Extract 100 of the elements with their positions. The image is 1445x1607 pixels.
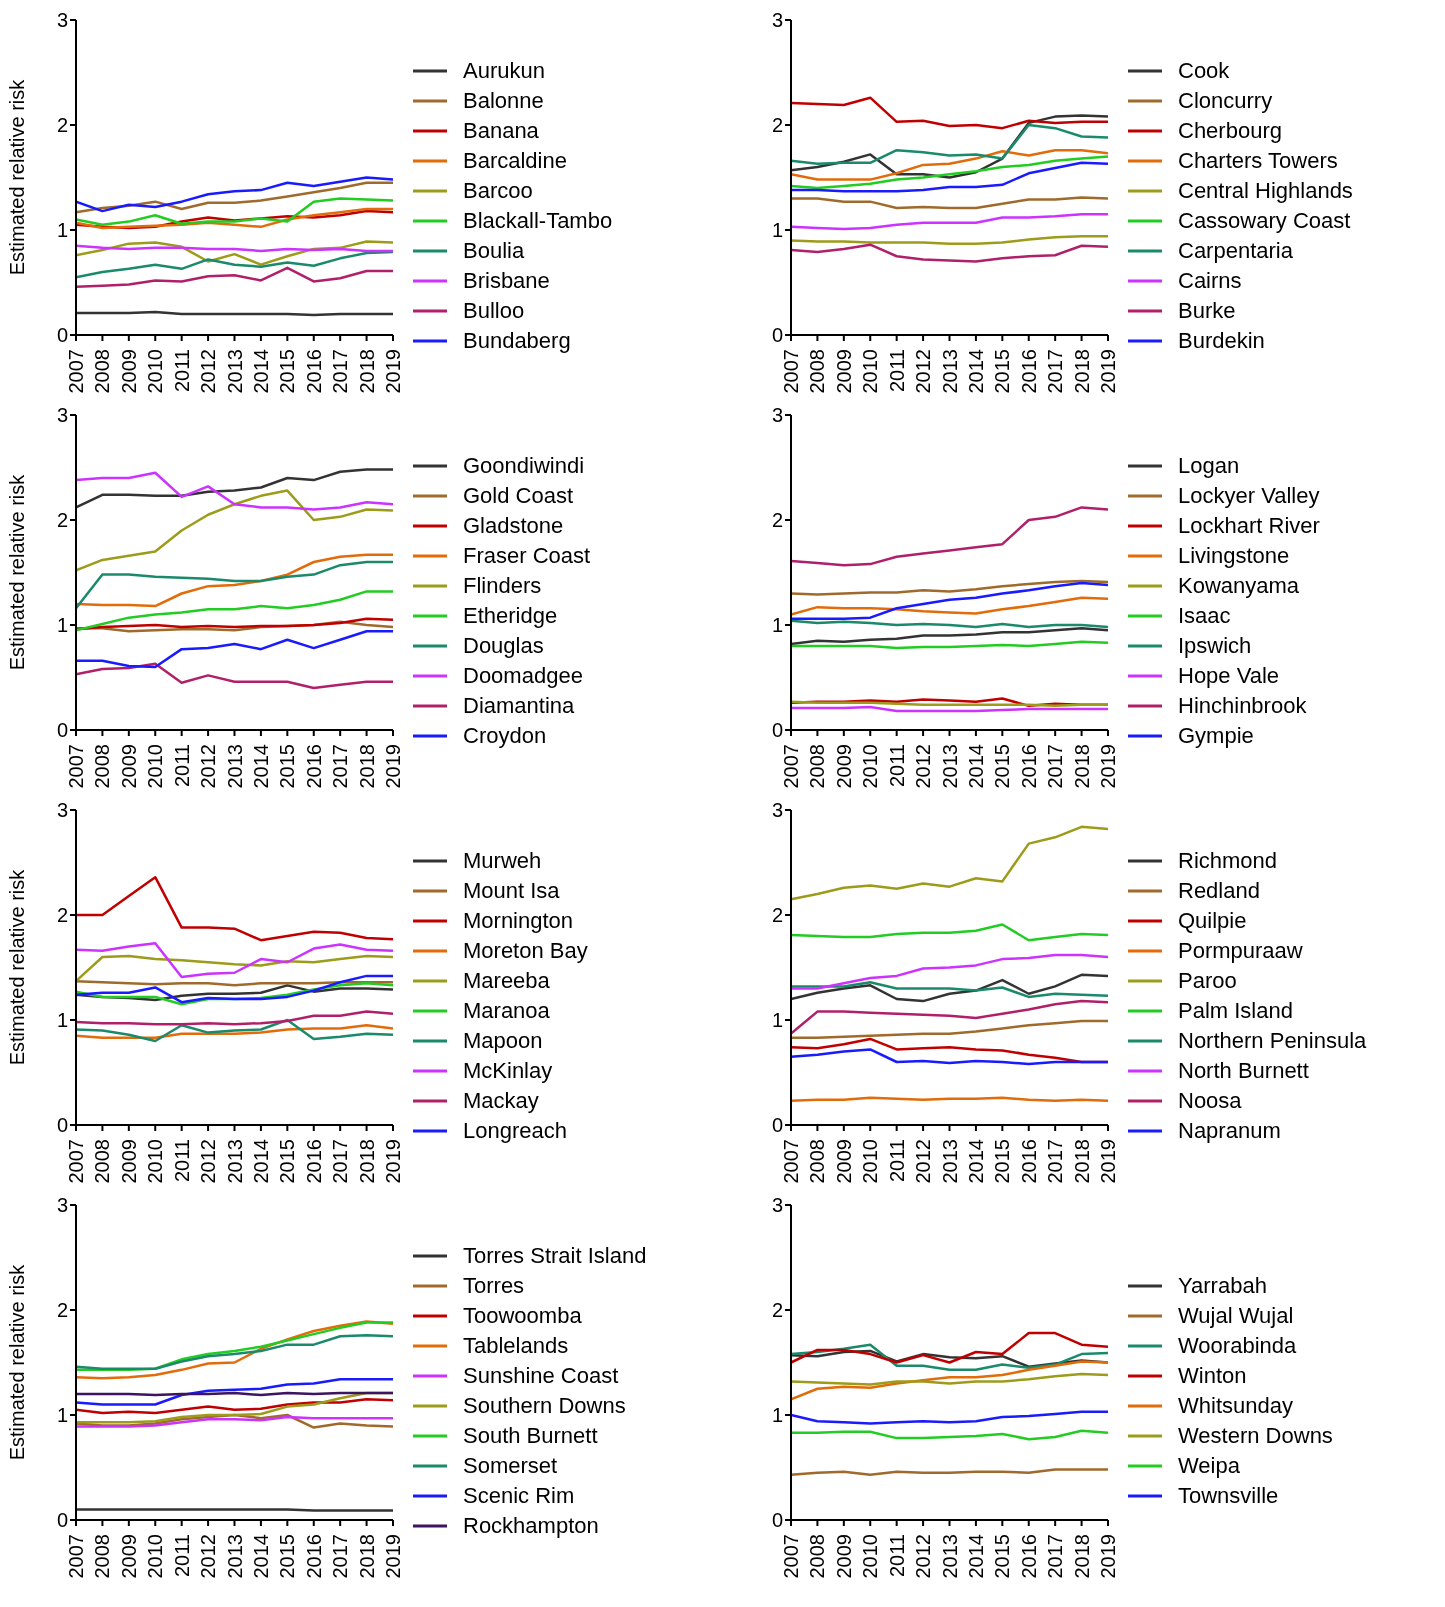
line-series	[791, 1019, 1108, 1040]
y-tick-label: 3	[56, 1194, 68, 1217]
legend-label: Hope Vale	[1178, 662, 1280, 689]
legend-label: Whitsunday	[1178, 1392, 1293, 1419]
x-tick-label: 2018	[355, 1534, 378, 1579]
legend-label: Yarrabah	[1178, 1272, 1267, 1299]
x-tick-label: 2014	[249, 744, 272, 789]
legend-label: Kowanyama	[1178, 572, 1300, 599]
y-tick-label: 2	[771, 114, 783, 137]
line-series	[791, 923, 1108, 942]
x-tick-label: 2014	[964, 1534, 987, 1579]
line-series	[791, 953, 1108, 990]
y-tick-label: 0	[771, 324, 783, 347]
legend-label: Boulia	[463, 237, 525, 264]
line-series	[76, 1378, 393, 1406]
x-tick-label: 2010	[144, 1534, 167, 1579]
x-tick-label: 2019	[1097, 349, 1119, 394]
y-tick-label: 1	[56, 1404, 68, 1427]
y-tick-label: 2	[56, 904, 68, 927]
x-tick-label: 2019	[1097, 1534, 1119, 1579]
line-series	[791, 1331, 1108, 1364]
legend-label: Croydon	[463, 722, 547, 749]
x-tick-label: 2008	[806, 1534, 829, 1579]
x-tick-label: 2009	[117, 1139, 140, 1184]
y-tick-label: 2	[771, 904, 783, 927]
y-tick-label: 0	[771, 719, 783, 742]
x-tick-label: 2019	[382, 744, 404, 789]
x-tick-label: 2010	[144, 349, 167, 394]
line-series	[76, 1010, 393, 1026]
line-series	[791, 579, 1108, 596]
x-tick-label: 2007	[65, 1534, 87, 1579]
legend-label: Livingstone	[1178, 542, 1290, 569]
x-tick-label: 2014	[249, 1534, 272, 1579]
x-tick-label: 2007	[780, 744, 802, 789]
legend-label: Paroo	[1178, 967, 1237, 994]
legend-label: Barcaldine	[463, 147, 567, 174]
legend-label: Mapoon	[463, 1027, 543, 1054]
line-series	[76, 1018, 393, 1043]
x-tick-label: 2019	[1097, 744, 1119, 789]
line-series	[76, 974, 393, 1004]
legend-label: Murweh	[463, 847, 542, 874]
y-tick-label: 2	[56, 114, 68, 137]
x-tick-label: 2018	[1070, 1534, 1093, 1579]
x-tick-label: 2014	[964, 744, 987, 789]
legend-label: Quilpie	[1178, 907, 1247, 934]
x-tick-label: 2013	[938, 744, 961, 789]
legend-label: Cherbourg	[1178, 117, 1282, 144]
x-tick-label: 2012	[912, 744, 935, 789]
legend-label: Gympie	[1178, 722, 1254, 749]
y-tick-label: 3	[56, 9, 68, 32]
legend-label: Townsville	[1178, 1482, 1279, 1509]
x-tick-label: 2010	[859, 1139, 882, 1184]
legend-label: Weipa	[1178, 1452, 1240, 1479]
line-series	[76, 590, 393, 632]
y-tick-label: 1	[56, 614, 68, 637]
x-tick-label: 2011	[885, 1534, 908, 1578]
x-tick-label: 2013	[223, 349, 246, 394]
y-axis-title: Estimated relative risk	[6, 1263, 29, 1461]
line-series	[76, 489, 393, 572]
legend-label: Cairns	[1178, 267, 1242, 294]
line-series	[76, 942, 393, 979]
x-tick-label: 2019	[382, 1139, 404, 1184]
x-tick-label: 2011	[170, 1534, 193, 1578]
y-tick-label: 2	[771, 1299, 783, 1322]
legend-label: Somerset	[463, 1452, 558, 1479]
x-tick-label: 2011	[170, 349, 193, 393]
y-tick-label: 2	[56, 509, 68, 532]
x-tick-label: 2016	[302, 349, 325, 394]
x-tick-label: 2018	[355, 1139, 378, 1184]
legend-label: Redland	[1178, 877, 1260, 904]
x-tick-label: 2008	[806, 1139, 829, 1184]
x-tick-label: 2018	[355, 744, 378, 789]
x-tick-label: 2009	[832, 349, 855, 394]
line-series	[791, 196, 1108, 210]
x-tick-label: 2014	[964, 349, 987, 394]
x-tick-label: 2007	[65, 744, 87, 789]
line-series	[791, 155, 1108, 190]
legend-label: Fraser Coast	[463, 542, 591, 569]
legend-label: Bulloo	[463, 297, 525, 324]
legend-label: Toowoomba	[463, 1302, 582, 1329]
x-tick-label: 2016	[1017, 1534, 1040, 1579]
y-tick-label: 0	[56, 719, 68, 742]
x-tick-label: 2013	[223, 744, 246, 789]
legend-label: Cloncurry	[1178, 87, 1273, 114]
legend-label: Banana	[463, 117, 539, 144]
x-tick-label: 2010	[859, 1534, 882, 1579]
x-tick-label: 2016	[302, 1534, 325, 1579]
line-series	[791, 619, 1108, 629]
legend-label: South Burnett	[463, 1422, 598, 1449]
x-tick-label: 2013	[223, 1534, 246, 1579]
legend-label: Burdekin	[1178, 327, 1265, 354]
x-tick-label: 2008	[91, 1139, 114, 1184]
x-tick-label: 2007	[65, 349, 87, 394]
legend-label: Isaac	[1178, 602, 1231, 629]
legend-label: Cassowary Coast	[1178, 207, 1351, 234]
x-tick-label: 2015	[276, 1534, 299, 1579]
x-tick-label: 2019	[382, 1534, 404, 1579]
legend-label: Pormpuraaw	[1178, 937, 1303, 964]
line-series	[791, 980, 1108, 999]
y-tick-label: 1	[56, 219, 68, 242]
